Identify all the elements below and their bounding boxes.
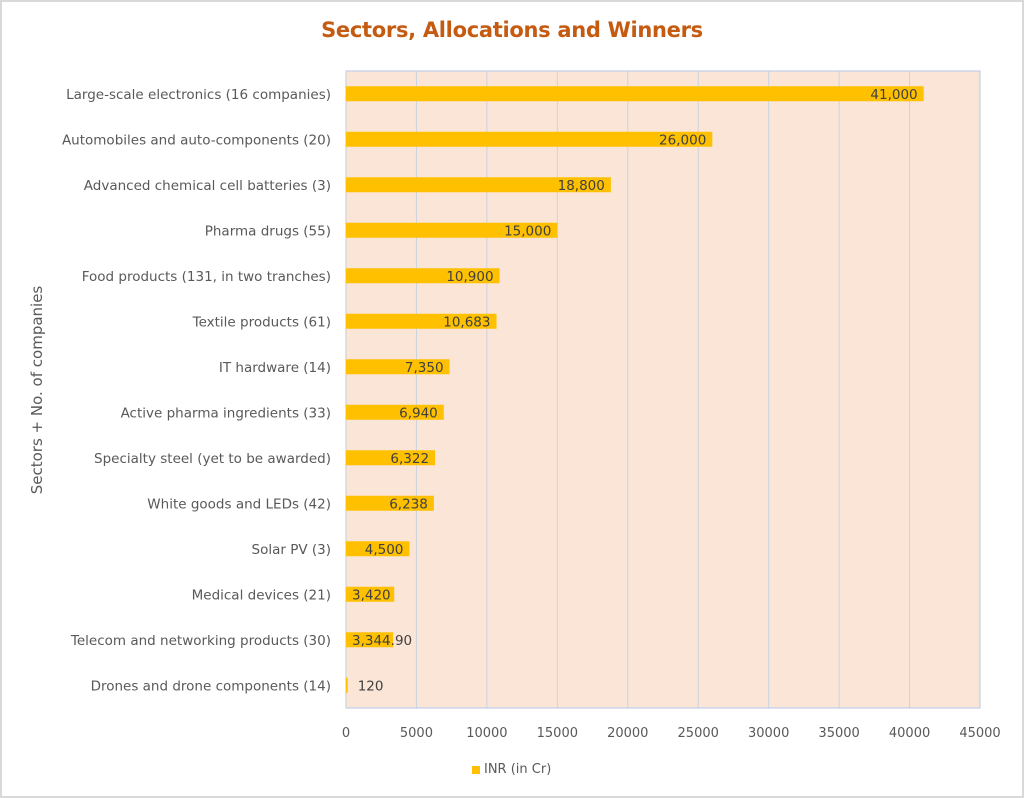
bar [346,313,497,329]
data-label: 6,940 [399,405,438,421]
x-tick-label: 10000 [466,726,507,741]
category-label: Food products (131, in two tranches) [82,269,331,285]
category-label: Active pharma ingredients (33) [121,405,331,421]
data-label: 7,350 [405,360,444,376]
data-label: 15,000 [504,223,551,239]
data-label: 120 [358,678,384,694]
data-label: 26,000 [659,132,706,148]
x-tick-label: 35000 [818,726,859,741]
x-tick-label: 0 [342,726,350,741]
x-tick-label: 20000 [607,726,648,741]
legend-swatch [472,765,480,774]
bar [346,450,436,466]
legend: INR (in Cr) [472,762,551,777]
bar [346,404,444,420]
bar [346,495,434,511]
x-tick-label: 45000 [959,726,1000,741]
data-label: 4,500 [365,542,404,558]
data-label: 3,344.90 [352,633,412,649]
data-label: 6,322 [390,451,429,467]
x-tick-label: 30000 [748,726,789,741]
x-tick-label: 5000 [400,726,433,741]
bar [346,222,558,238]
x-tick-label: 40000 [889,726,930,741]
category-label: Automobiles and auto-components (20) [62,132,331,148]
category-label: Solar PV (3) [252,542,331,558]
category-label: Large-scale electronics (16 companies) [66,87,331,103]
data-label: 10,900 [446,269,493,285]
bar [346,632,394,648]
category-label: IT hardware (14) [219,360,331,376]
bar [346,359,450,375]
x-tick-label: 15000 [537,726,578,741]
bar [346,586,395,602]
legend-label: INR (in Cr) [484,762,552,777]
bar [346,541,410,557]
category-label: Advanced chemical cell batteries (3) [84,178,331,194]
category-label: White goods and LEDs (42) [147,496,331,512]
bar [346,86,924,102]
data-label: 3,420 [352,587,391,603]
bar [346,177,611,193]
category-label: Textile products (61) [192,314,331,330]
bar [346,677,348,693]
data-label: 18,800 [558,178,605,194]
category-label: Drones and drone components (14) [91,678,331,694]
bar [346,131,713,147]
category-label: Pharma drugs (55) [205,223,331,239]
category-label: Telecom and networking products (30) [70,633,331,649]
bar [346,268,500,284]
category-label: Medical devices (21) [192,587,331,603]
chart-title: Sectors, Allocations and Winners [321,18,703,42]
category-label: Specialty steel (yet to be awarded) [94,451,331,467]
x-tick-label: 25000 [678,726,719,741]
data-label: 6,238 [389,496,428,512]
data-label: 41,000 [870,87,917,103]
data-label: 10,683 [443,314,490,330]
plot-area [346,71,980,708]
